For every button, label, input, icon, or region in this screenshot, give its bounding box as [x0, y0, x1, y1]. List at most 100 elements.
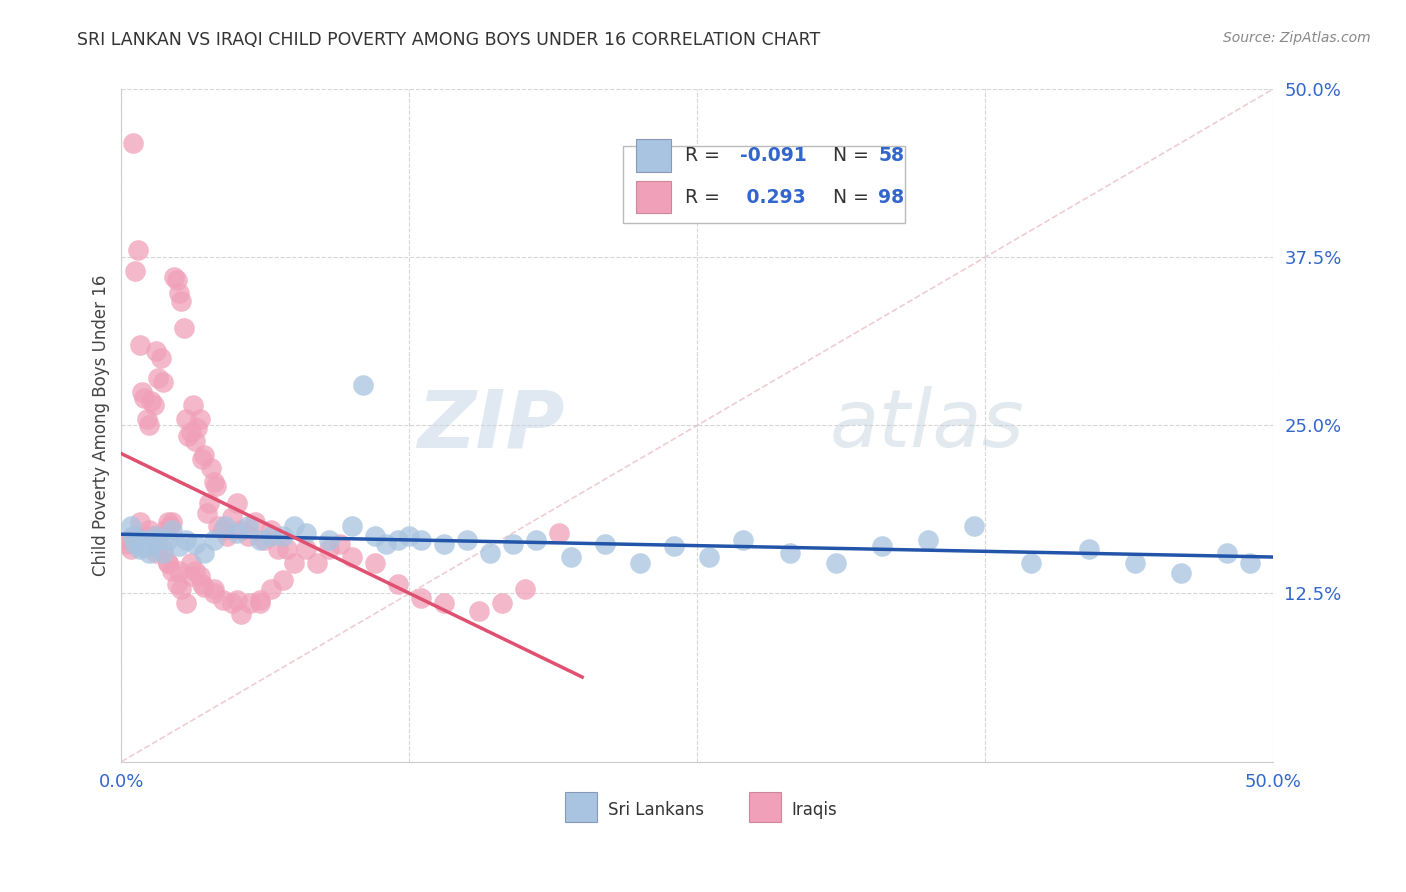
Point	[294, 525, 316, 540]
Point	[249, 596, 271, 610]
Text: 98: 98	[879, 187, 904, 207]
Text: Iraqis: Iraqis	[792, 801, 838, 819]
Point	[548, 525, 571, 540]
Point	[138, 546, 160, 560]
Point	[253, 533, 276, 547]
Point	[364, 528, 387, 542]
Point	[249, 593, 271, 607]
Point	[963, 519, 986, 533]
Point	[502, 537, 524, 551]
Point	[138, 418, 160, 433]
Point	[243, 515, 266, 529]
Point	[560, 550, 582, 565]
Bar	[565, 792, 598, 822]
Point	[340, 550, 363, 565]
Point	[193, 546, 215, 560]
Point	[479, 546, 502, 560]
Point	[202, 586, 225, 600]
Point	[152, 546, 174, 560]
Point	[156, 556, 179, 570]
Text: N =: N =	[821, 146, 875, 165]
Text: Sri Lankans: Sri Lankans	[607, 801, 703, 819]
Point	[120, 519, 142, 533]
Text: R =: R =	[685, 187, 725, 207]
Point	[174, 411, 197, 425]
Point	[202, 533, 225, 547]
Point	[198, 496, 221, 510]
Point	[664, 540, 686, 554]
Point	[193, 580, 215, 594]
Text: 0.293: 0.293	[740, 187, 806, 207]
Point	[135, 411, 157, 425]
Point	[217, 528, 239, 542]
Point	[1021, 556, 1043, 570]
Point	[733, 533, 755, 547]
Point	[135, 540, 157, 554]
Point	[271, 528, 294, 542]
Point	[200, 461, 222, 475]
Bar	[749, 792, 782, 822]
Point	[205, 479, 228, 493]
Point	[128, 542, 150, 557]
Point	[513, 582, 536, 597]
Point	[127, 533, 149, 547]
Y-axis label: Child Poverty Among Boys Under 16: Child Poverty Among Boys Under 16	[93, 275, 110, 576]
Point	[202, 582, 225, 597]
Point	[294, 542, 316, 557]
Text: SRI LANKAN VS IRAQI CHILD POVERTY AMONG BOYS UNDER 16 CORRELATION CHART: SRI LANKAN VS IRAQI CHILD POVERTY AMONG …	[77, 31, 821, 49]
Point	[1170, 566, 1192, 581]
Point	[352, 378, 374, 392]
Point	[467, 604, 489, 618]
Point	[124, 528, 146, 542]
Point	[124, 537, 146, 551]
Point	[917, 533, 939, 547]
Point	[409, 591, 432, 605]
Point	[214, 519, 236, 533]
Point	[260, 582, 283, 597]
Point	[142, 528, 165, 542]
Point	[156, 515, 179, 529]
Text: ZIP: ZIP	[418, 386, 565, 464]
Bar	[637, 181, 671, 213]
Point	[166, 273, 188, 287]
Point	[1123, 556, 1146, 570]
Point	[148, 371, 170, 385]
Point	[167, 564, 190, 578]
Point	[131, 540, 153, 554]
Point	[329, 537, 352, 551]
Point	[456, 533, 478, 547]
Point	[628, 556, 651, 570]
Point	[231, 607, 253, 621]
Point	[225, 496, 247, 510]
Point	[138, 523, 160, 537]
Point	[267, 542, 290, 557]
Point	[174, 533, 197, 547]
Point	[163, 270, 186, 285]
Point	[191, 451, 214, 466]
Point	[364, 556, 387, 570]
Point	[398, 528, 420, 542]
Point	[141, 537, 163, 551]
Point	[193, 448, 215, 462]
Point	[221, 509, 243, 524]
Point	[160, 515, 183, 529]
Point	[145, 546, 167, 560]
Point	[170, 582, 193, 597]
Point	[824, 556, 846, 570]
Point	[1078, 542, 1101, 557]
Point	[387, 577, 409, 591]
Point	[318, 542, 340, 557]
Point	[184, 564, 207, 578]
Point	[260, 528, 283, 542]
FancyBboxPatch shape	[623, 146, 904, 224]
Point	[127, 244, 149, 258]
Point	[149, 351, 172, 365]
Point	[145, 528, 167, 542]
Point	[211, 593, 233, 607]
Point	[134, 533, 156, 547]
Point	[307, 556, 329, 570]
Point	[409, 533, 432, 547]
Point	[156, 556, 179, 570]
Text: -0.091: -0.091	[740, 146, 807, 165]
Point	[184, 537, 207, 551]
